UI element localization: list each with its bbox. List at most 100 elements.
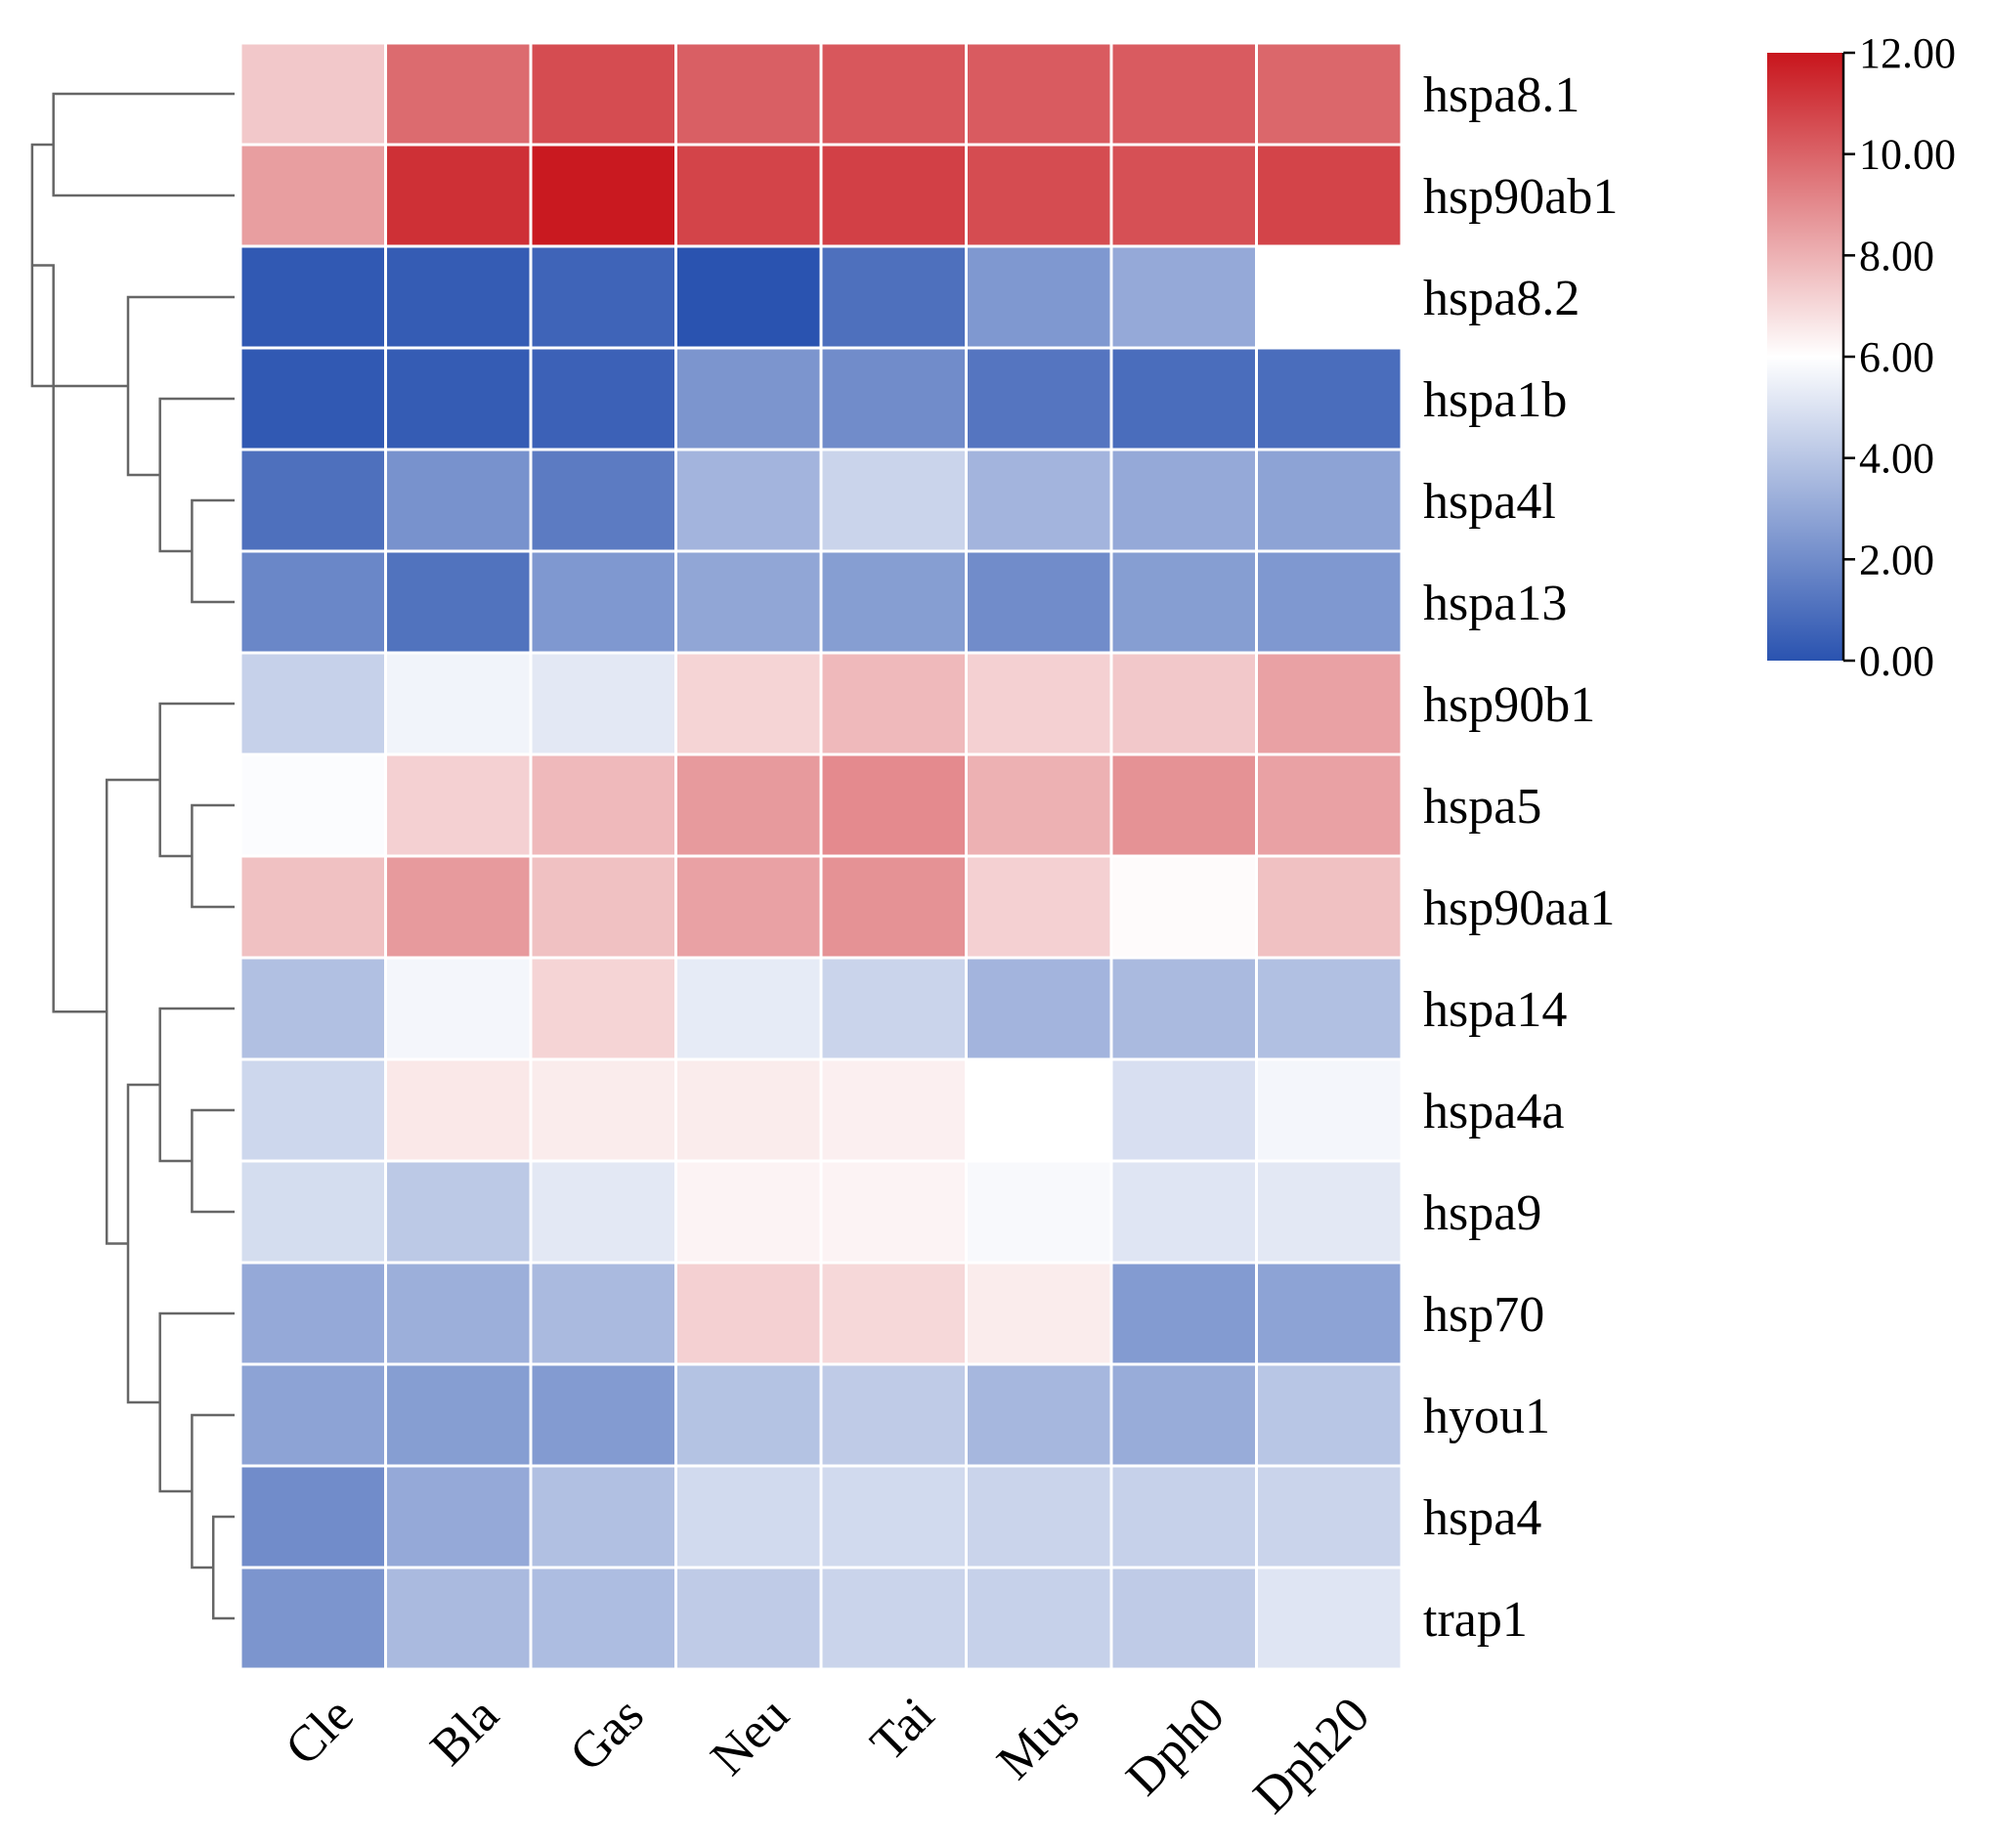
row-label: hsp90b1: [1423, 677, 1595, 733]
heatmap-cell: [238, 1159, 387, 1265]
dendrogram-branch: [31, 264, 108, 1013]
row-label: hspa4: [1423, 1490, 1541, 1546]
colorbar-bar: [1767, 53, 1843, 661]
heatmap-cell: [238, 41, 387, 147]
heatmap-cell: [819, 448, 968, 553]
colorbar-tick-label: 0.00: [1859, 637, 1934, 685]
heatmap-cell: [1109, 854, 1258, 960]
heatmap-cell: [1255, 1057, 1404, 1163]
heatmap-cell: [238, 1362, 387, 1468]
heatmap-cell: [965, 346, 1113, 451]
heatmap-cell: [384, 1464, 533, 1569]
heatmap-cell: [1109, 1464, 1258, 1569]
heatmap-cell: [965, 651, 1113, 756]
heatmap-cell: [674, 143, 823, 248]
heatmap-cell: [384, 1057, 533, 1163]
heatmap-cell: [674, 1464, 823, 1569]
heatmap-cell: [238, 1566, 387, 1671]
heatmap-cell: [384, 41, 533, 147]
heatmap-cell: [819, 752, 968, 858]
heatmap-cell: [819, 854, 968, 960]
heatmap-cell: [529, 1159, 677, 1265]
heatmap-cell: [965, 143, 1113, 248]
heatmap-cell: [674, 346, 823, 451]
heatmap-cell: [529, 1057, 677, 1163]
heatmap-cell: [819, 956, 968, 1061]
heatmap-cell: [1255, 651, 1404, 756]
row-label: hyou1: [1423, 1389, 1550, 1444]
heatmap-cell: [674, 1362, 823, 1468]
heatmap-cell: [674, 1057, 823, 1163]
heatmap-cell: [1109, 1159, 1258, 1265]
heatmap-cell: [674, 752, 823, 858]
heatmap-cell: [529, 346, 677, 451]
heatmap-cell: [1109, 1566, 1258, 1671]
row-label: hspa14: [1423, 982, 1567, 1038]
heatmap-cell: [1255, 1464, 1404, 1569]
heatmap-cell: [384, 244, 533, 350]
colorbar-tick-label: 8.00: [1859, 232, 1934, 279]
heatmap-cell: [1255, 752, 1404, 858]
heatmap-cell: [384, 346, 533, 451]
dendrogram-branch: [158, 702, 235, 858]
heatmap-cell: [1109, 448, 1258, 553]
colorbar-tick-label: 6.00: [1859, 333, 1934, 381]
dendrogram-branch: [158, 1311, 235, 1493]
dendrogram-branch: [158, 1007, 235, 1163]
heatmap-cell: [819, 1057, 968, 1163]
heatmap-cell: [529, 752, 677, 858]
column-label: Cle: [275, 1687, 364, 1776]
heatmap-cells: [238, 41, 1404, 1671]
row-label: hspa4l: [1423, 474, 1556, 530]
heatmap-cell: [529, 1362, 677, 1468]
column-label: Dph20: [1243, 1687, 1380, 1824]
row-label: hspa1b: [1423, 372, 1567, 428]
column-label: Dph0: [1116, 1687, 1235, 1806]
heatmap-cell: [819, 41, 968, 147]
colorbar: 0.00 2.00 4.00 6.00 8.00 10.00 12.00: [1767, 29, 1956, 685]
heatmap-cell: [674, 1159, 823, 1265]
heatmap-cell: [674, 549, 823, 655]
heatmap-cell: [384, 651, 533, 756]
heatmap-cell: [529, 41, 677, 147]
heatmap-cell: [238, 244, 387, 350]
heatmap-cell: [384, 448, 533, 553]
heatmap-cell: [965, 448, 1113, 553]
heatmap-cell: [819, 346, 968, 451]
heatmap-cell: [965, 1159, 1113, 1265]
heatmap-cell: [1109, 41, 1258, 147]
heatmap-cell: [1255, 1362, 1404, 1468]
heatmap-cell: [384, 752, 533, 858]
heatmap-cell: [674, 1261, 823, 1366]
heatmap-cell: [238, 549, 387, 655]
heatmap-cell: [1255, 1566, 1404, 1671]
row-label: hspa8.1: [1423, 67, 1580, 123]
heatmap-cell: [1109, 244, 1258, 350]
heatmap-cell: [819, 1159, 968, 1265]
row-label: hspa8.2: [1423, 271, 1580, 326]
column-labels: Cle Bla Gas Neu Tai Mus Dph0 Dph20: [275, 1687, 1380, 1824]
heatmap-cell: [965, 956, 1113, 1061]
dendrogram-branch: [126, 1083, 160, 1404]
heatmap-cell: [819, 244, 968, 350]
colorbar-tick-label: 4.00: [1859, 435, 1934, 483]
heatmap-cell: [384, 143, 533, 248]
heatmap-cell: [965, 1362, 1113, 1468]
row-label: hspa9: [1423, 1185, 1541, 1241]
heatmap-cell: [238, 956, 387, 1061]
heatmap-cell: [384, 1566, 533, 1671]
heatmap-cell: [384, 854, 533, 960]
row-label: hspa4a: [1423, 1084, 1564, 1139]
heatmap-cell: [384, 1261, 533, 1366]
heatmap-cell: [674, 244, 823, 350]
heatmap-cell: [529, 651, 677, 756]
heatmap-cell: [1109, 1261, 1258, 1366]
row-label: hsp90aa1: [1423, 881, 1615, 936]
heatmap-cell: [238, 1464, 387, 1569]
dendrogram-branch: [191, 803, 235, 909]
heatmap-cell: [529, 448, 677, 553]
heatmap-cell: [674, 448, 823, 553]
heatmap-cell: [819, 1464, 968, 1569]
heatmap-cell: [1109, 752, 1258, 858]
